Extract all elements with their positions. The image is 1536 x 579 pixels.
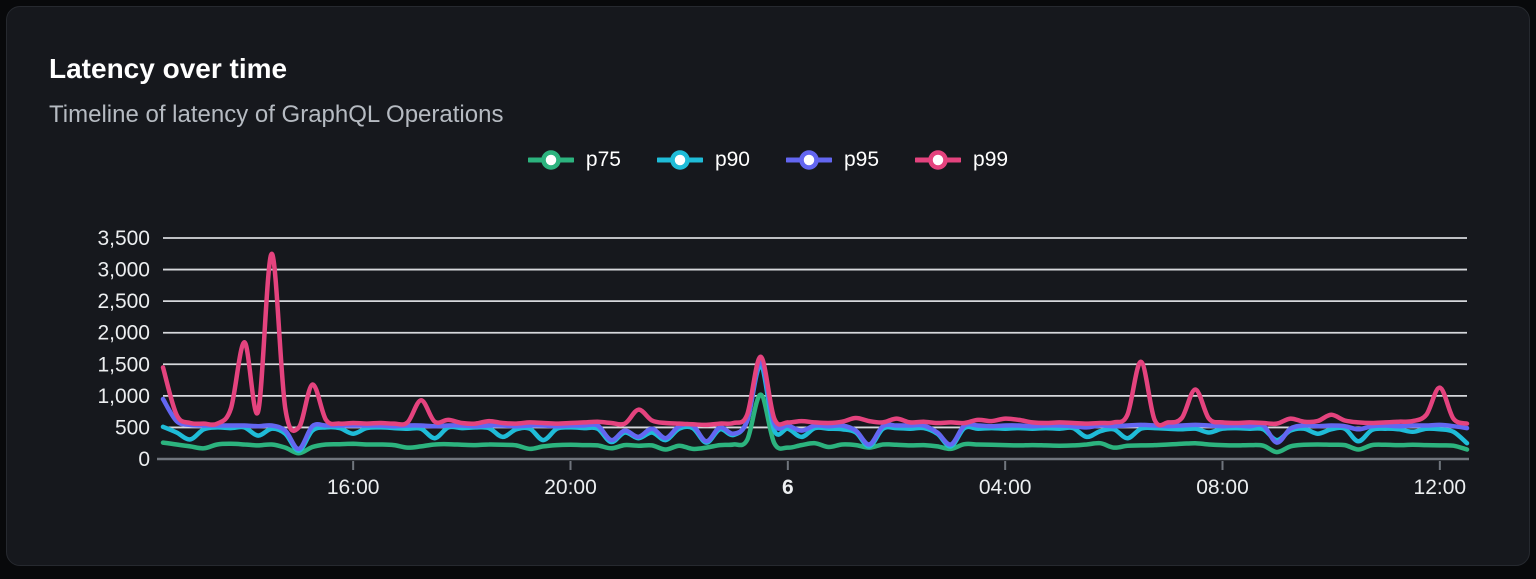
y-axis-tick-label: 3,500: [97, 227, 150, 250]
legend: p75 p90 p95 p99: [7, 146, 1529, 174]
legend-item-p99[interactable]: p99: [915, 148, 1008, 172]
legend-marker-p90-icon: [656, 150, 703, 170]
legend-label: p90: [714, 148, 750, 171]
x-axis-tick-label: 20:00: [544, 476, 597, 499]
chart-title: Latency over time: [49, 53, 288, 84]
y-axis-tick-label: 2,000: [97, 322, 150, 345]
y-axis-tick-label: 0: [138, 448, 150, 471]
latency-card: Latency over time Timeline of latency of…: [6, 6, 1530, 566]
legend-label: p95: [844, 148, 880, 171]
legend-item-p95[interactable]: p95: [786, 148, 879, 172]
x-axis-tick-label: 16:00: [327, 476, 380, 499]
latency-chart: 0 500 1,000 1,500 2,000 2,500 3,000 3,500 16:00 2…: [97, 227, 1470, 499]
series-line-p95: [160, 358, 1470, 452]
series-line-p75: [160, 392, 1470, 456]
chart-subtitle: Timeline of latency of GraphQL Operation…: [49, 101, 504, 128]
y-axis-tick-label: 1,000: [97, 385, 150, 408]
x-axis-tick-label: 04:00: [979, 476, 1032, 499]
y-axis-tick-label: 1,500: [97, 353, 150, 376]
legend-marker-p75-icon: [527, 150, 574, 170]
legend-label: p75: [585, 148, 621, 171]
legend-item-p90[interactable]: p90: [656, 148, 750, 172]
y-axis-labels: 0 500 1,000 1,500 2,000 2,500 3,000 3,500: [97, 227, 150, 471]
legend-label: p99: [973, 148, 1009, 171]
y-axis-tick-label: 500: [115, 416, 150, 439]
y-axis-tick-label: 2,500: [97, 290, 150, 313]
x-axis-tick-label: 6: [782, 476, 794, 499]
legend-marker-p95-icon: [786, 150, 832, 170]
y-axis-tick-label: 3,000: [97, 259, 150, 282]
legend-marker-p99-icon: [915, 150, 962, 170]
x-axis-tick-label: 12:00: [1414, 476, 1467, 499]
x-axis-ticks: 16:00 20:00 6 04:00 08:00 12:00: [327, 461, 1466, 499]
x-axis-tick-label: 08:00: [1196, 476, 1249, 499]
series-line-p99: [160, 251, 1470, 433]
legend-item-p75[interactable]: p75: [527, 148, 621, 172]
